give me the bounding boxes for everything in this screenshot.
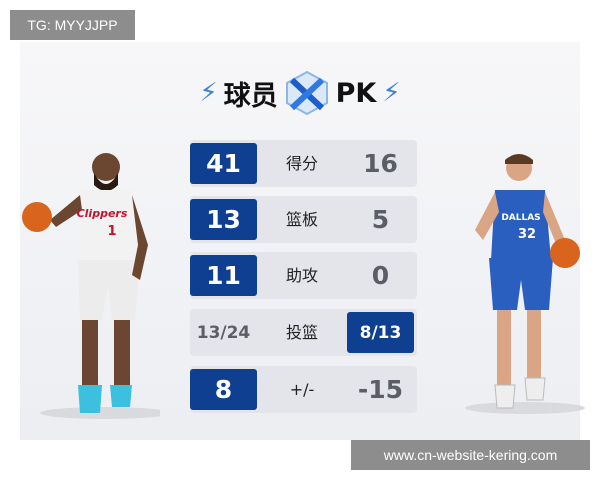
right-jersey-text: DALLAS [501,213,540,223]
right-jersey-number: 32 [518,227,536,242]
right-stat-value: 5 [371,205,390,234]
stat-label: 得分 [285,154,318,173]
stat-label: 助攻 [285,266,318,285]
watermark-top: TG: MYYJJPP [10,10,135,40]
left-stat-value: 41 [190,143,257,184]
right-stat-value: 0 [371,261,390,290]
title-left: 球员 [223,80,278,112]
stat-row: 13 篮板 5 [190,196,417,243]
stat-row: 41 得分 16 [190,140,417,187]
left-jersey-number: 1 [107,224,116,239]
left-stat-value: 13/24 [196,322,251,343]
stat-label: +/- [289,380,315,399]
stat-label: 投篮 [285,323,318,342]
lightning-icon: ⚡ [199,78,218,108]
watermark-bottom: www.cn-website-kering.com [351,440,590,470]
title-right: PK [335,77,377,109]
right-stat-value: 16 [363,149,398,178]
left-stat-value: 8 [190,369,257,410]
stat-row: 11 助攻 0 [190,252,417,299]
right-stat-value: -15 [357,375,404,404]
stat-row: 8 +/- -15 [190,366,417,413]
crossed-swords-icon [285,70,328,116]
left-jersey-text: Clippers [77,207,128,220]
left-player-image: Clippers 1 [22,153,160,419]
left-stat-value: 13 [190,199,257,240]
lightning-icon: ⚡ [382,78,401,108]
right-player-image: DALLAS 32 [465,154,585,414]
right-stat-value: 8/13 [347,312,414,353]
stat-label: 篮板 [285,210,318,229]
stat-row: 13/24 投篮 8/13 [190,309,417,356]
left-stat-value: 11 [190,255,257,296]
page-title: ⚡ 球员 PK ⚡ [165,70,435,116]
